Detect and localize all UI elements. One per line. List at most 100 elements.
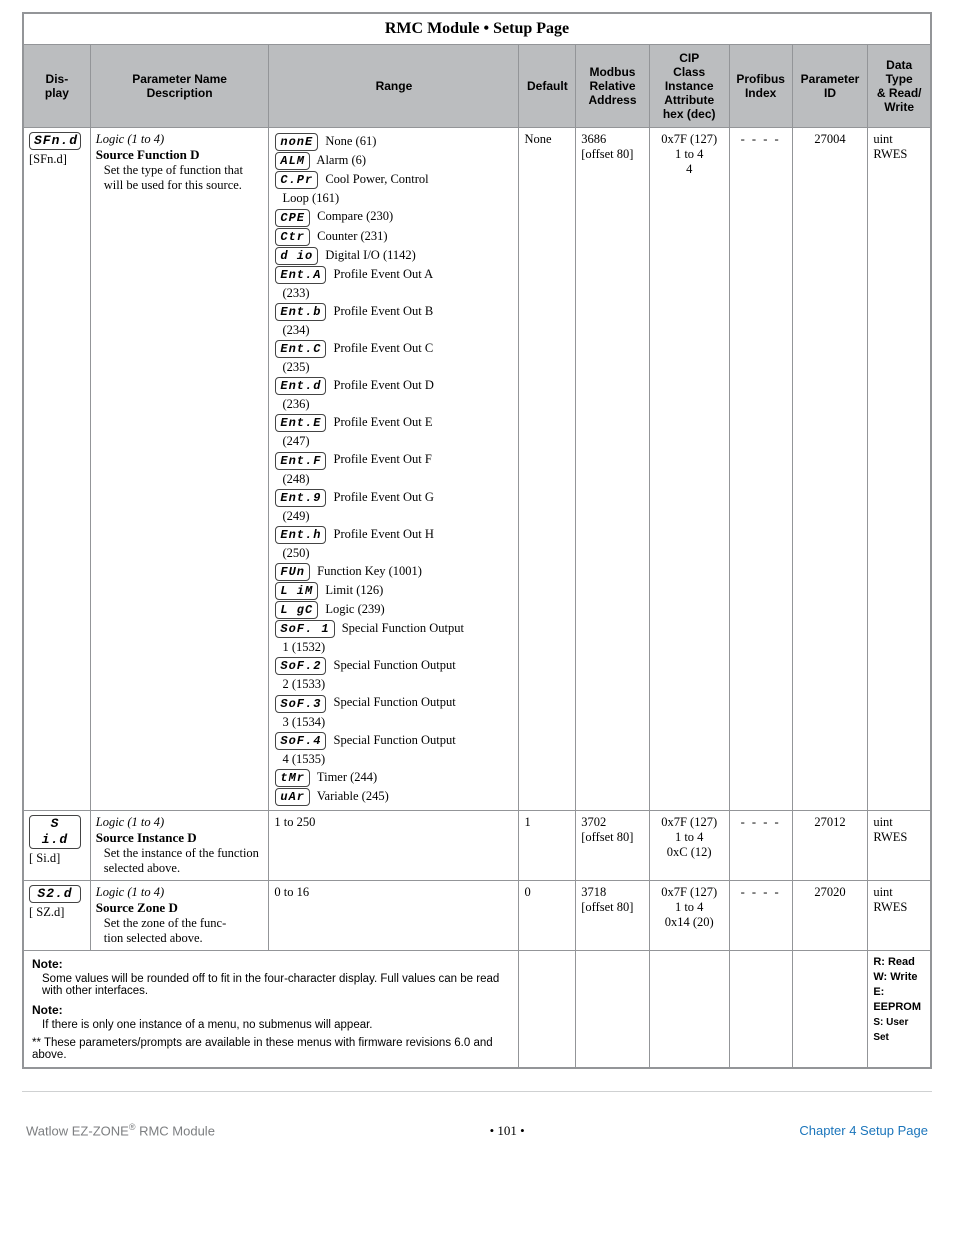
range-item: CPE Compare (230) <box>275 207 513 226</box>
range-item-cont: (250) <box>275 544 513 562</box>
cell-display: S2.d [ SZ.d] <box>23 880 90 950</box>
lcd-code: SoF.4 <box>275 732 326 750</box>
range-item: d io Digital I/O (1142) <box>275 246 513 265</box>
lcd-code: FUn <box>275 563 310 581</box>
lcd-code: Ent.C <box>275 340 326 358</box>
range-item: Ent.d Profile Event Out D <box>275 376 513 395</box>
cell-param: Logic (1 to 4) Source Function D Set the… <box>90 128 269 811</box>
lcd-code: C.Pr <box>275 171 318 189</box>
hdr-dtype: DataType& Read/Write <box>868 45 931 128</box>
param-desc: Set the instance of the function selecte… <box>104 846 264 876</box>
lcd-code: nonE <box>275 133 318 151</box>
row-szd: S2.d [ SZ.d] Logic (1 to 4) Source Zone … <box>23 880 931 950</box>
range-item: SoF.2 Special Function Output <box>275 656 513 675</box>
row-sid: S i.d [ Si.d] Logic (1 to 4) Source Inst… <box>23 810 931 880</box>
cell-range: 0 to 16 <box>269 880 519 950</box>
range-item-cont: 3 (1534) <box>275 713 513 731</box>
table-title-row: RMC Module • Setup Page <box>23 13 931 45</box>
lcd-code: CPE <box>275 209 310 227</box>
range-item: nonE None (61) <box>275 132 513 151</box>
notes-empty <box>729 950 792 1068</box>
range-item: SoF.3 Special Function Output <box>275 693 513 712</box>
cell-dtype: uintRWES <box>868 128 931 811</box>
cell-paramid: 27012 <box>792 810 868 880</box>
rwes-w: W: Write <box>873 971 917 983</box>
lcd-code: tMr <box>275 769 310 787</box>
cell-profibus: - - - - <box>729 128 792 811</box>
range-item: uAr Variable (245) <box>275 787 513 806</box>
range-item: SoF. 1 Special Function Output <box>275 619 513 638</box>
range-item: Ent.A Profile Event Out A <box>275 265 513 284</box>
lcd-code: Ent.b <box>275 303 326 321</box>
hdr-param: Parameter NameDescription <box>90 45 269 128</box>
lcd-code: Ent.A <box>275 266 326 284</box>
cell-modbus: 3718[offset 80] <box>576 880 650 950</box>
footer-page: • 101 • <box>490 1123 525 1139</box>
lcd-code: ALM <box>275 152 310 170</box>
range-item: Ent.h Profile Event Out H <box>275 525 513 544</box>
note-body-1: Some values will be rounded off to fit i… <box>42 973 510 997</box>
note-head-1: Note: <box>32 957 510 971</box>
range-item: L gC Logic (239) <box>275 600 513 619</box>
cell-modbus: 3686[offset 80] <box>576 128 650 811</box>
cell-dtype: uintRWES <box>868 810 931 880</box>
lcd-code: S2.d <box>29 885 81 903</box>
header-row: Dis-play Parameter NameDescription Range… <box>23 45 931 128</box>
setup-table: RMC Module • Setup Page Dis-play Paramet… <box>22 12 932 1069</box>
lcd-code: Ent.d <box>275 377 326 395</box>
range-item-cont: (248) <box>275 470 513 488</box>
range-item: C.Pr Cool Power, Control <box>275 170 513 189</box>
range-item-cont: (234) <box>275 321 513 339</box>
param-desc: Set the zone of the func-tion selected a… <box>104 916 264 946</box>
lcd-code: SoF.2 <box>275 657 326 675</box>
cell-cip: 0x7F (127)1 to 40xC (12) <box>649 810 729 880</box>
range-item-cont: 1 (1532) <box>275 638 513 656</box>
lcd-code: Ctr <box>275 228 310 246</box>
lcd-code: SFn.d <box>29 132 81 150</box>
hdr-range: Range <box>269 45 519 128</box>
range-item-cont: (233) <box>275 284 513 302</box>
cell-profibus: - - - - <box>729 880 792 950</box>
cell-cip: 0x7F (127)1 to 40x14 (20) <box>649 880 729 950</box>
range-item-cont: (247) <box>275 432 513 450</box>
range-item: ALM Alarm (6) <box>275 151 513 170</box>
notes-empty <box>649 950 729 1068</box>
table-title: RMC Module • Setup Page <box>23 13 931 45</box>
lcd-code: d io <box>275 247 318 265</box>
lcd-code: SoF.3 <box>275 695 326 713</box>
range-item: Ent.E Profile Event Out E <box>275 413 513 432</box>
notes-cell: Note: Some values will be rounded off to… <box>23 950 519 1068</box>
footer-product: RMC Module <box>135 1123 214 1138</box>
note-body-2: If there is only one instance of a menu,… <box>42 1019 510 1031</box>
note-body-3: ** These parameters/prompts are availabl… <box>32 1037 510 1061</box>
range-item: Ent.9 Profile Event Out G <box>275 488 513 507</box>
rwes-s: S: User Set <box>873 1017 908 1043</box>
footer-brand: Watlow EZ-ZONE <box>26 1123 129 1138</box>
range-item-cont: (236) <box>275 395 513 413</box>
note-head-2: Note: <box>32 1003 510 1017</box>
cell-display: SFn.d [SFn.d] <box>23 128 90 811</box>
lcd-code: SoF. 1 <box>275 620 334 638</box>
lcd-code: Ent.h <box>275 526 326 544</box>
notes-empty <box>792 950 868 1068</box>
notes-empty <box>519 950 576 1068</box>
notes-empty <box>576 950 650 1068</box>
param-desc: Set the type of function that will be us… <box>104 163 264 193</box>
rwes-r: R: Read <box>873 956 915 968</box>
param-name: Source Instance D <box>96 830 197 845</box>
row-sfnd: SFn.d [SFn.d] Logic (1 to 4) Source Func… <box>23 128 931 811</box>
range-item-cont: (249) <box>275 507 513 525</box>
cell-range: 1 to 250 <box>269 810 519 880</box>
footer-chapter: Chapter 4 Setup Page <box>799 1123 928 1138</box>
range-item: Ent.C Profile Event Out C <box>275 339 513 358</box>
cell-default: 1 <box>519 810 576 880</box>
lcd-code: Ent.E <box>275 414 326 432</box>
cell-cip: 0x7F (127)1 to 44 <box>649 128 729 811</box>
cell-default: None <box>519 128 576 811</box>
cell-default: 0 <box>519 880 576 950</box>
range-item-cont: (235) <box>275 358 513 376</box>
hdr-profibus: ProfibusIndex <box>729 45 792 128</box>
param-name: Source Zone D <box>96 900 178 915</box>
range-item: L iM Limit (126) <box>275 581 513 600</box>
hdr-modbus: ModbusRelativeAddress <box>576 45 650 128</box>
